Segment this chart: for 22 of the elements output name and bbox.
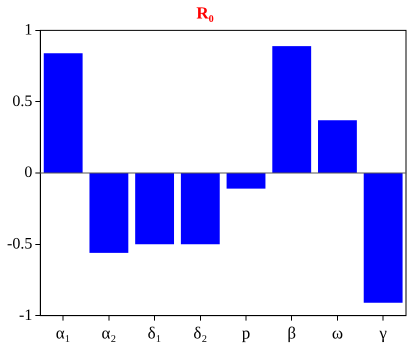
y-tick-label: -1 [19, 306, 32, 324]
y-tick-label: 0 [24, 164, 32, 182]
x-tick-label: δ₂ [193, 323, 208, 342]
x-tick-label: ω [332, 323, 344, 342]
y-tick-label: -0.5 [7, 236, 32, 253]
x-tick-label: γ [378, 323, 388, 342]
bar [44, 53, 83, 172]
x-tick-label: p [242, 323, 250, 342]
bar [89, 174, 128, 253]
y-tick-label: 1 [24, 22, 32, 39]
x-tick-label: α₂ [101, 323, 116, 342]
bar [180, 174, 220, 244]
bar [226, 174, 266, 189]
chart-title: R₀ [196, 4, 214, 23]
bar [135, 174, 174, 244]
bar [272, 46, 312, 172]
x-tick-label: α₁ [56, 323, 71, 342]
y-tick-label: 0.5 [12, 92, 32, 110]
x-tick-label: β [287, 323, 296, 342]
bar [318, 120, 357, 172]
x-tick-label: δ₁ [148, 323, 162, 342]
bar [364, 174, 403, 303]
